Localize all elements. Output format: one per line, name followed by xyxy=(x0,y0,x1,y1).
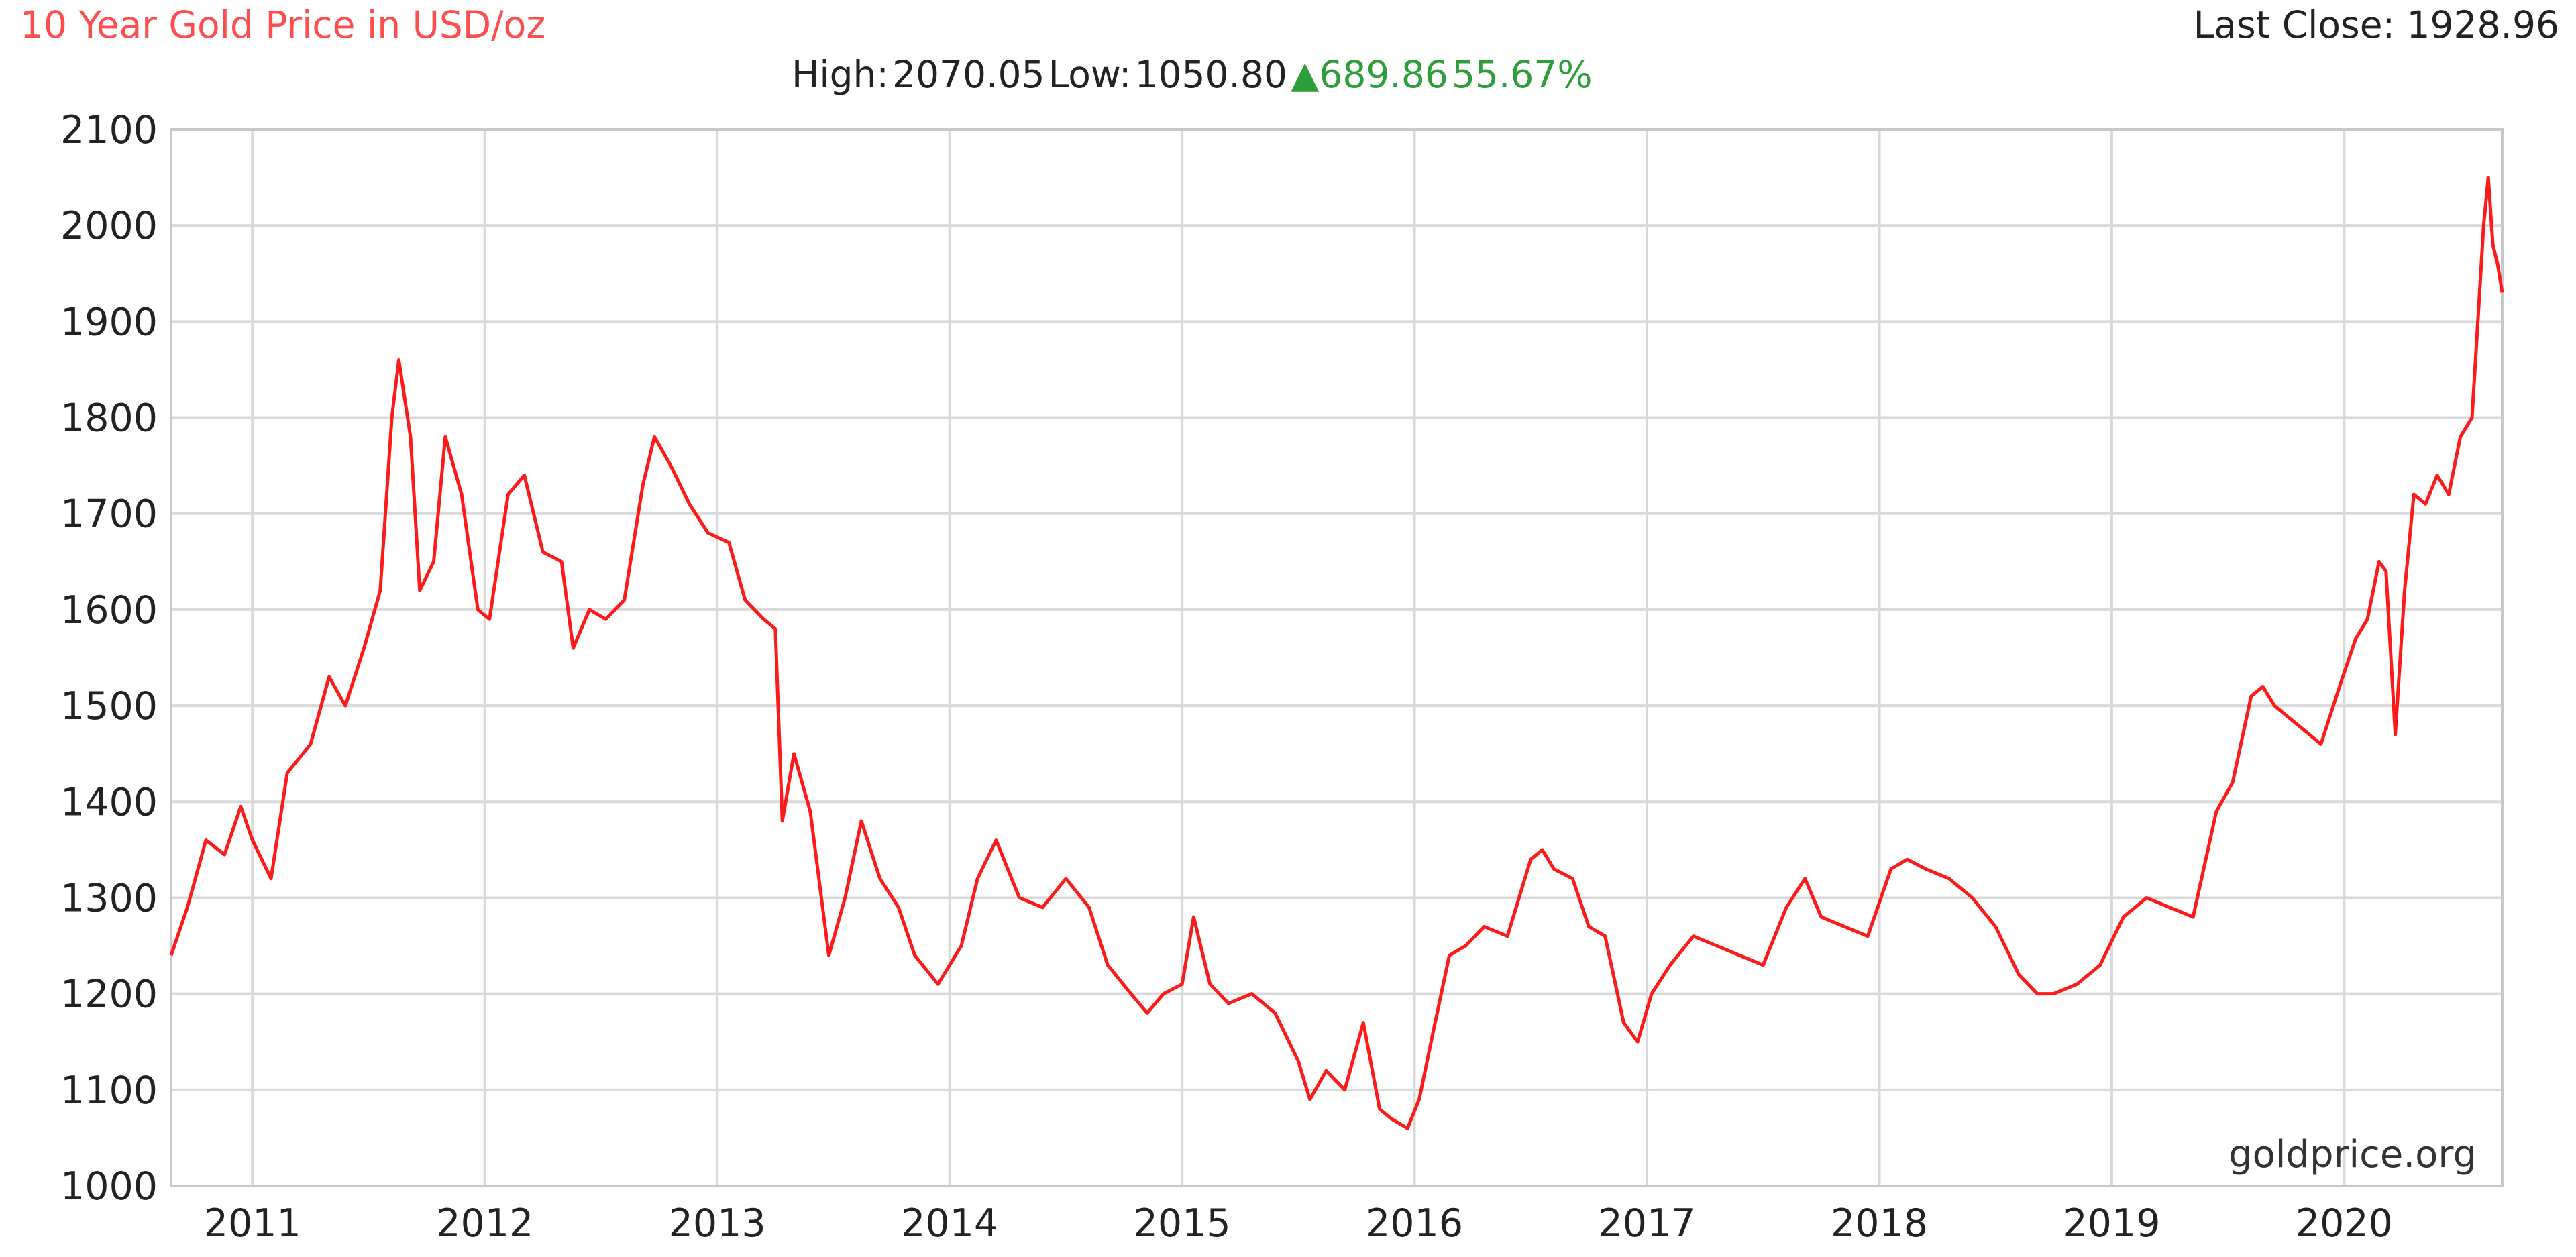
watermark: goldprice.org xyxy=(2229,1133,2477,1177)
x-tick-label: 2014 xyxy=(901,1201,998,1246)
last-close-label: Last Close: xyxy=(2194,3,2395,46)
y-tick-label: 1400 xyxy=(60,780,158,824)
x-tick-label: 2016 xyxy=(1366,1201,1463,1246)
y-tick-label: 1800 xyxy=(60,396,158,441)
change-value: 689.86 xyxy=(1319,53,1448,96)
change-up-icon: ▲ xyxy=(1291,53,1320,96)
x-tick-label: 2012 xyxy=(436,1201,533,1246)
y-tick-label: 1000 xyxy=(60,1164,158,1209)
x-tick-label: 2015 xyxy=(1134,1201,1231,1246)
y-tick-label: 2000 xyxy=(60,204,158,248)
low-value: 1050.80 xyxy=(1135,53,1287,96)
y-tick-label: 1300 xyxy=(60,876,158,920)
y-tick-label: 1600 xyxy=(60,588,158,633)
price-stats: High: 2070.05 Low: 1050.80 ▲689.86 55.67… xyxy=(792,53,1593,96)
low-label: Low: xyxy=(1049,53,1132,96)
x-tick-label: 2013 xyxy=(669,1201,766,1246)
x-tick-label: 2011 xyxy=(204,1201,301,1246)
x-tick-label: 2017 xyxy=(1598,1201,1695,1246)
change-percent: 55.67% xyxy=(1452,53,1593,96)
last-close-value: 1928.96 xyxy=(2407,3,2559,46)
plot-grid xyxy=(171,128,2502,1187)
chart-title: 10 Year Gold Price in USD/oz xyxy=(20,3,545,46)
y-tick-label: 1500 xyxy=(60,684,158,728)
y-tick-label: 1700 xyxy=(60,492,158,537)
x-axis-ticks: 2011 2012 2013 2014 2015 2016 2017 2018 2019 2020 xyxy=(204,1201,2393,1246)
x-tick-label: 2019 xyxy=(2063,1201,2160,1246)
y-tick-label: 1100 xyxy=(60,1069,158,1113)
y-tick-label: 2100 xyxy=(60,108,158,152)
price-series-line xyxy=(169,176,2504,1130)
y-tick-label: 1900 xyxy=(60,300,158,344)
high-label: High: xyxy=(792,53,889,96)
plot-frame xyxy=(170,128,2504,1187)
y-axis-ticks: 1000 1100 1200 1300 1400 1500 1600 1700 1800 1900… xyxy=(60,108,158,1209)
high-value: 2070.05 xyxy=(892,53,1044,96)
x-tick-label: 2018 xyxy=(1831,1201,1928,1246)
y-tick-label: 1200 xyxy=(60,973,158,1017)
x-tick-label: 2020 xyxy=(2296,1201,2393,1246)
last-close: Last Close: 1928.96 xyxy=(2194,3,2559,46)
